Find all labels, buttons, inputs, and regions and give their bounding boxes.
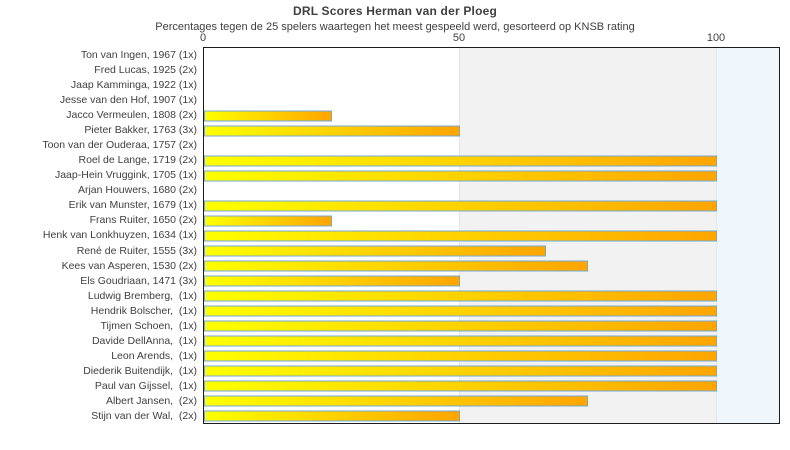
bar [204, 230, 717, 241]
bar-row [204, 258, 779, 273]
y-axis-label: René de Ruiter, 1555 (3x) [76, 244, 197, 257]
bar-row [204, 123, 779, 138]
bar [204, 260, 589, 271]
bar-row [204, 363, 779, 378]
plot-area [203, 47, 780, 424]
y-axis-label: Jaap Kamminga, 1922 (1x) [70, 78, 197, 91]
bar [204, 155, 717, 166]
x-axis-tick-0: 0 [199, 32, 207, 44]
bar [204, 305, 717, 316]
bar-row [204, 198, 779, 213]
bar [204, 350, 717, 361]
bar [204, 245, 546, 256]
y-axis-label: Els Goudriaan, 1471 (3x) [80, 274, 197, 287]
bar-row [204, 168, 779, 183]
bar [204, 290, 717, 301]
bar-row [204, 348, 779, 363]
bar-row [204, 108, 779, 123]
x-axis-tick-50: 50 [452, 32, 466, 44]
y-axis-label: Albert Jansen, (2x) [105, 395, 197, 408]
bar-row [204, 153, 779, 168]
bar-row [204, 303, 779, 318]
y-axis-label: Toon van der Ouderaa, 1757 (2x) [42, 139, 197, 151]
chart-title: DRL Scores Herman van der Ploeg [292, 4, 498, 18]
bar-row [204, 63, 779, 78]
bar-row [204, 273, 779, 288]
bar-row [204, 378, 779, 393]
bar-row [204, 318, 779, 333]
bar-row [204, 228, 779, 243]
y-axis-label: Arjan Houwers, 1680 (2x) [77, 184, 197, 197]
y-axis-label: Ludwig Bremberg, (1x) [87, 289, 197, 302]
y-axis-label: Roel de Lange, 1719 (2x) [78, 154, 198, 167]
bar-row [204, 213, 779, 228]
y-axis-label: Tijmen Schoen, (1x) [100, 319, 197, 332]
bar [204, 320, 717, 331]
bar-row [204, 393, 779, 408]
bar [204, 170, 717, 181]
y-axis-label: Leon Arends, (1x) [111, 350, 197, 363]
y-axis-label: Pieter Bakker, 1763 (3x) [84, 123, 197, 136]
bar-row [204, 333, 779, 348]
bar-row [204, 288, 779, 303]
bar [204, 365, 717, 376]
bar [204, 200, 717, 211]
bar [204, 380, 717, 391]
bar-row [204, 78, 779, 93]
y-axis-label: Ton van Ingen, 1967 (1x) [80, 48, 197, 61]
bar-row [204, 408, 779, 423]
bar-row [204, 243, 779, 258]
y-axis-label: Hendrik Bolscher, (1x) [90, 304, 197, 317]
y-axis-label: Stijn van der Wal, (2x) [91, 410, 197, 423]
bar [204, 110, 333, 121]
y-axis-label: Jesse van den Hof, 1907 (1x) [59, 93, 197, 106]
bar [204, 335, 717, 346]
y-axis-label: Diederik Buitendijk, (1x) [83, 365, 197, 378]
bar [204, 395, 589, 406]
y-axis-label: Paul van Gijssel, (1x) [94, 380, 197, 393]
y-axis-label: Frans Ruiter, 1650 (2x) [89, 214, 197, 227]
bar-rows [204, 48, 779, 423]
bar [204, 215, 333, 226]
bar-row [204, 48, 779, 63]
bar [204, 275, 461, 286]
bar [204, 125, 461, 136]
bar [204, 410, 461, 421]
bar-row [204, 93, 779, 108]
y-axis-label: Fred Lucas, 1925 (2x) [94, 63, 197, 76]
y-axis-label: Erik van Munster, 1679 (1x) [68, 199, 197, 212]
y-axis-label: Davide DellAnna, (1x) [91, 335, 197, 348]
y-axis-label: Kees van Asperen, 1530 (2x) [61, 259, 197, 272]
y-axis-labels: Ton van Ingen, 1967 (1x) Fred Lucas, 1925… [0, 47, 197, 424]
bar-row [204, 183, 779, 198]
y-axis-label: Jaap-Hein Vruggink, 1705 (1x) [54, 169, 197, 182]
bar-row [204, 138, 779, 153]
x-axis-tick-100: 100 [706, 32, 726, 44]
y-axis-label: Henk van Lonkhuyzen, 1634 (1x) [42, 229, 197, 242]
y-axis-label: Jacco Vermeulen, 1808 (2x) [66, 108, 197, 121]
chart-subtitle: Percentages tegen de 25 spelers waartege… [155, 21, 635, 33]
